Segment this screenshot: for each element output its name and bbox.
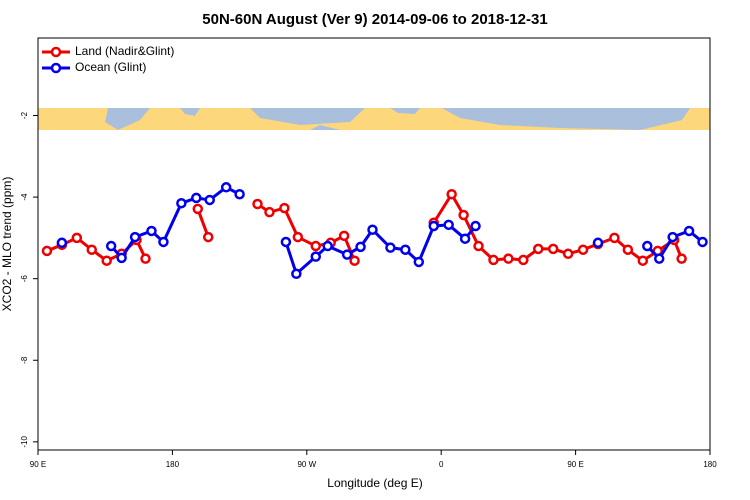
data-point xyxy=(310,240,322,252)
data-point xyxy=(385,242,396,253)
x-tick-label: 180 xyxy=(703,460,717,469)
x-tick-label: 90 W xyxy=(297,460,316,469)
data-point xyxy=(191,192,202,204)
data-point xyxy=(116,252,127,264)
data-point xyxy=(676,253,687,264)
data-point xyxy=(252,198,263,210)
x-tick-label: 180 xyxy=(166,460,180,469)
data-point xyxy=(667,231,678,243)
data-point xyxy=(129,231,141,243)
y-tick-label: -6 xyxy=(20,275,29,283)
data-point xyxy=(234,188,245,200)
data-point xyxy=(609,232,620,244)
legend-marker xyxy=(50,62,62,74)
data-point xyxy=(622,244,634,255)
data-point xyxy=(642,240,653,252)
legend-label: Ocean (Glint) xyxy=(75,60,146,74)
data-point xyxy=(202,231,214,243)
data-point xyxy=(349,255,360,266)
data-point xyxy=(592,237,604,249)
x-tick-label: 0 xyxy=(439,460,444,469)
y-axis-label: XCO2 - MLO trend (ppm) xyxy=(0,177,14,312)
data-point xyxy=(470,220,481,232)
legend-label: Land (Nadir&Glint) xyxy=(75,44,174,58)
data-point xyxy=(56,237,68,249)
data-point xyxy=(341,249,353,260)
data-point xyxy=(697,236,708,248)
data-point xyxy=(503,253,514,264)
data-point xyxy=(443,219,454,231)
data-point xyxy=(280,236,292,248)
data-point xyxy=(279,202,290,214)
data-point xyxy=(264,206,275,218)
data-point xyxy=(413,256,425,268)
data-point xyxy=(176,197,187,209)
y-tick-label: -4 xyxy=(20,193,29,201)
x-tick-label: 90 E xyxy=(567,460,583,469)
data-point xyxy=(577,244,589,255)
data-point xyxy=(533,243,544,255)
legend-marker xyxy=(50,46,62,58)
data-point xyxy=(367,224,378,235)
y-tick-label: -8 xyxy=(20,356,29,364)
data-point xyxy=(322,240,333,252)
data-point xyxy=(518,254,529,266)
data-point xyxy=(683,225,695,237)
data-point xyxy=(562,248,574,260)
map-strip xyxy=(38,108,710,130)
data-point xyxy=(86,244,98,255)
data-point xyxy=(105,240,117,252)
data-point xyxy=(220,182,232,193)
data-point xyxy=(41,245,53,257)
data-point xyxy=(459,233,471,244)
data-point xyxy=(158,236,169,248)
data-point xyxy=(428,220,439,232)
chart-title: 50N-60N August (Ver 9) 2014-09-06 to 201… xyxy=(202,11,547,28)
data-point xyxy=(101,255,112,266)
data-point xyxy=(400,244,411,255)
x-axis-label: Longitude (deg E) xyxy=(327,476,422,490)
data-point xyxy=(140,253,151,264)
data-point xyxy=(71,232,83,244)
data-point xyxy=(192,203,204,215)
y-tick-label: -2 xyxy=(20,111,29,119)
y-tick-label: -10 xyxy=(20,436,29,448)
data-point xyxy=(291,268,302,280)
data-point xyxy=(204,194,215,206)
x-tick-label: 90 E xyxy=(30,460,46,469)
data-point xyxy=(488,254,499,266)
data-point xyxy=(547,243,559,255)
data-point xyxy=(653,253,665,264)
data-point xyxy=(637,255,649,266)
data-point xyxy=(338,230,350,242)
data-point xyxy=(473,240,484,252)
data-point xyxy=(458,209,469,221)
data-point xyxy=(292,231,304,243)
data-point xyxy=(355,241,366,253)
data-point xyxy=(310,251,322,262)
data-point xyxy=(146,225,157,237)
data-point xyxy=(446,188,457,200)
series-line xyxy=(110,185,241,261)
plot-frame xyxy=(37,37,711,451)
